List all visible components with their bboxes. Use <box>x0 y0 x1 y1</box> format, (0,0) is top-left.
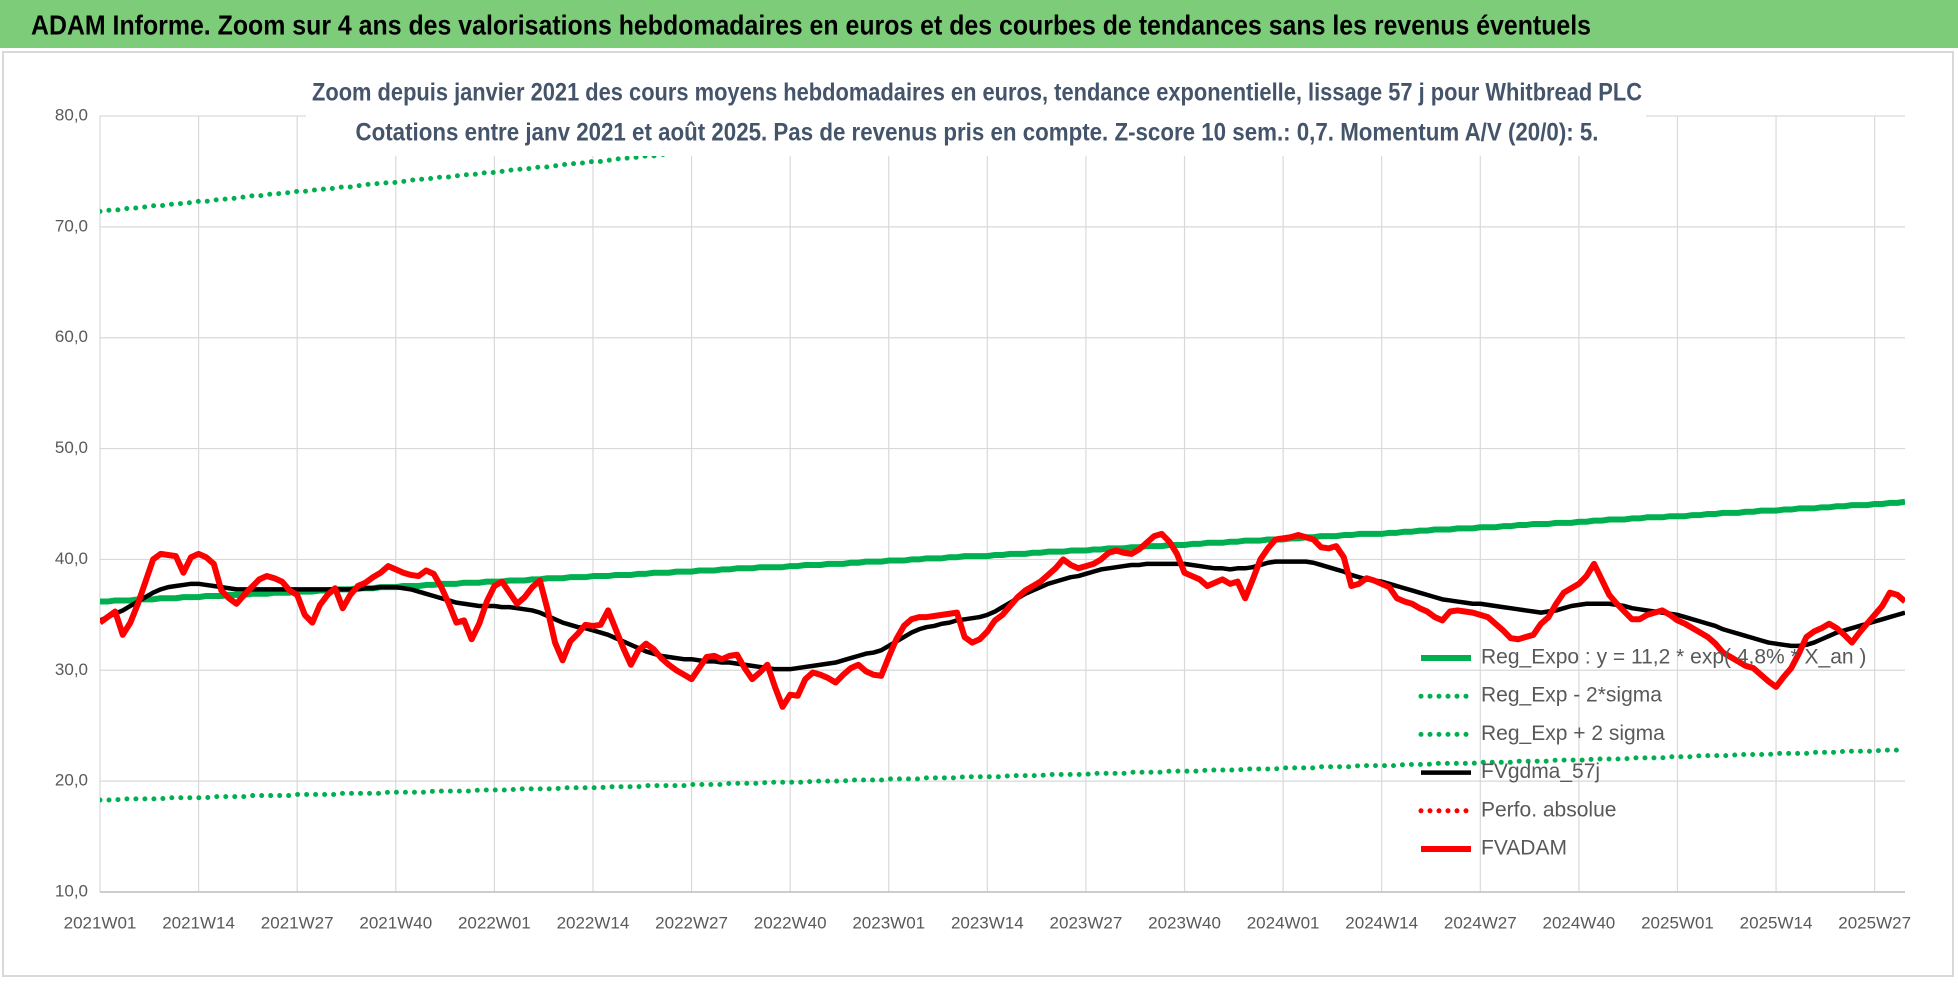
x-tick-label: 2022W14 <box>557 913 630 932</box>
x-tick-label: 2023W14 <box>951 913 1024 932</box>
y-tick-label: 40,0 <box>55 549 88 568</box>
x-tick-label: 2024W40 <box>1542 913 1615 932</box>
page-title: ADAM Informe. Zoom sur 4 ans des valoris… <box>31 9 1591 40</box>
x-tick-label: 2023W40 <box>1148 913 1221 932</box>
subtitle: Cotations entre janv 2021 et août 2025. … <box>356 119 1599 147</box>
y-tick-label: 30,0 <box>55 660 88 679</box>
x-tick-label: 2021W40 <box>359 913 432 932</box>
subtitle-box <box>306 75 1646 156</box>
legend-label: Reg_Exp - 2*sigma <box>1481 684 1662 707</box>
x-tick-label: 2022W01 <box>458 913 531 932</box>
y-tick-label: 50,0 <box>55 438 88 457</box>
x-tick-label: 2025W14 <box>1740 913 1813 932</box>
x-tick-label: 2022W40 <box>754 913 827 932</box>
legend-label: FVgdma_57j <box>1481 760 1600 783</box>
x-tick-label: 2024W14 <box>1345 913 1418 932</box>
legend-label: Reg_Expo : y = 11,2 * exp( 4,8% * X_an ) <box>1481 646 1866 669</box>
chart-frame <box>2 51 1954 977</box>
x-tick-label: 2025W01 <box>1641 913 1714 932</box>
x-tick-label: 2023W01 <box>852 913 925 932</box>
y-tick-label: 80,0 <box>55 105 88 124</box>
y-tick-label: 10,0 <box>55 881 88 900</box>
x-tick-label: 2021W01 <box>64 913 137 932</box>
subtitle: Zoom depuis janvier 2021 des cours moyen… <box>312 79 1642 107</box>
x-tick-label: 2024W27 <box>1444 913 1517 932</box>
x-tick-label: 2022W27 <box>655 913 728 932</box>
y-tick-label: 70,0 <box>55 216 88 235</box>
legend-label: Perfo. absolue <box>1481 798 1616 821</box>
x-tick-label: 2025W27 <box>1838 913 1911 932</box>
legend-label: FVADAM <box>1481 837 1567 860</box>
grid: 10,0 20,0 30,0 40,0 50,0 60,0 70,0 80,0 2021W01 2… <box>55 105 1911 932</box>
series-line <box>100 559 1905 672</box>
y-tick-label: 60,0 <box>55 327 88 346</box>
x-tick-label: 2021W14 <box>162 913 235 932</box>
legend-label: Reg_Exp + 2 sigma <box>1481 722 1665 745</box>
x-tick-label: 2024W01 <box>1247 913 1320 932</box>
legend: Reg_Expo : y = 11,2 * exp( 4,8% * X_an )… <box>1418 646 1866 860</box>
series-line <box>100 530 1905 710</box>
x-tick-label: 2023W27 <box>1050 913 1123 932</box>
header-bar <box>0 0 1958 48</box>
x-tick-label: 2021W27 <box>261 913 334 932</box>
y-tick-label: 20,0 <box>55 771 88 790</box>
series-line <box>100 747 1905 803</box>
